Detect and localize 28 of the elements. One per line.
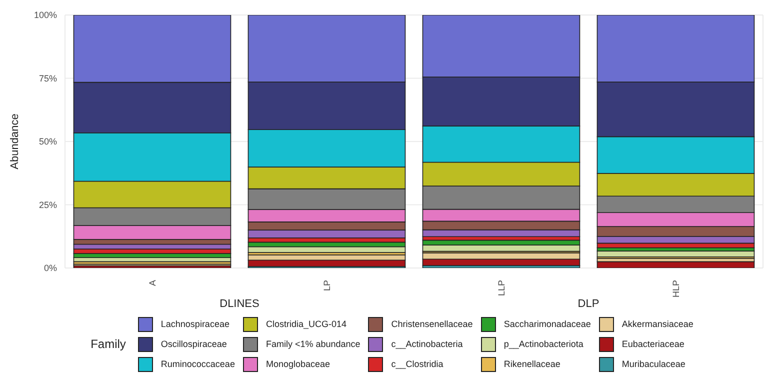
text: DLINES (218, 298, 260, 310)
legend-label: Clostridia_UCG-014 (266, 319, 346, 329)
legend-label: Akkermansiaceae (622, 319, 694, 329)
legend-label: Muribaculaceae (622, 359, 686, 369)
y-axis-title: Abundance (8, 114, 21, 170)
legend-label: Ruminococcaceae (160, 359, 235, 369)
legend-label: c__Clostridia (391, 359, 444, 369)
legend-label: c__Actinobacteria (391, 339, 463, 349)
legend-label: Oscillospiraceae (160, 339, 227, 349)
legend-label: Family <1% abundance (266, 339, 360, 349)
x-tick-label: LLP (496, 280, 506, 296)
legend-label: Rikenellaceae (504, 359, 560, 369)
y-tick-label: 0% (44, 263, 57, 274)
legend-label: Saccharimonadaceae (504, 319, 591, 329)
x-tick-label: LP (322, 280, 332, 292)
legend-label: Lachnospiraceae (160, 319, 230, 329)
y-tick-label: 75% (38, 73, 57, 84)
y-tick-label: 50% (38, 136, 57, 147)
text: DLP (576, 298, 600, 310)
legend-label: p__Actinobacteriota (504, 339, 584, 349)
y-tick-label: 25% (38, 200, 57, 210)
legend-label: Eubacteriaceae (622, 339, 684, 349)
legend-label: Christensenellaceae (391, 319, 473, 329)
x-tick-label: HLP (670, 280, 681, 298)
y-tick-label: 100% (34, 10, 57, 20)
x-tick-label: A (147, 280, 158, 286)
legend-title: Family (90, 337, 126, 351)
legend-label: Monoglobaceae (266, 359, 330, 369)
